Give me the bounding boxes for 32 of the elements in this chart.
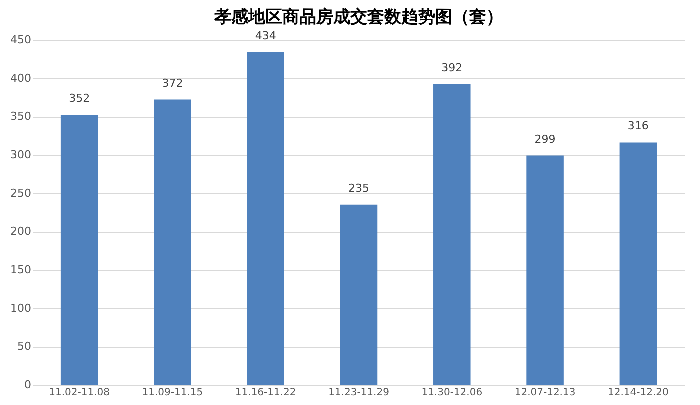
data-label: 299 <box>534 132 556 146</box>
chart-title: 孝感地区商品房成交套数趋势图（套） <box>214 7 504 28</box>
y-tick-label: 50 <box>18 340 32 354</box>
bar <box>434 84 471 385</box>
x-tick-label: 12.07-12.13 <box>514 388 576 398</box>
x-tick-label: 11.02-11.08 <box>49 388 110 398</box>
y-tick-label: 350 <box>10 110 32 124</box>
y-tick-label: 100 <box>10 302 32 315</box>
bar <box>620 142 658 385</box>
y-tick-label: 400 <box>10 72 32 85</box>
bar <box>247 52 284 385</box>
data-label: 352 <box>69 92 90 106</box>
x-tick-label: 11.16-11.22 <box>235 388 296 398</box>
y-tick-label: 200 <box>10 225 32 238</box>
x-tick-label: 12.14-12.20 <box>608 388 669 398</box>
data-label: 392 <box>442 61 463 74</box>
x-tick-label: 11.30-12.06 <box>422 388 483 398</box>
bar <box>60 115 98 385</box>
y-tick-label: 0 <box>24 378 32 392</box>
data-label: 316 <box>628 120 649 133</box>
y-tick-label: 300 <box>10 148 32 162</box>
bar <box>526 156 564 385</box>
y-tick-label: 250 <box>10 186 32 200</box>
y-tick-label: 150 <box>10 264 32 276</box>
data-label: 372 <box>162 76 184 90</box>
y-tick-label: 450 <box>10 34 32 46</box>
bar <box>154 100 192 385</box>
bar <box>340 204 378 385</box>
data-label: 434 <box>255 29 276 42</box>
x-tick-label: 11.09-11.15 <box>142 388 204 398</box>
data-label: 235 <box>348 182 370 195</box>
x-tick-label: 11.23-11.29 <box>328 388 390 398</box>
